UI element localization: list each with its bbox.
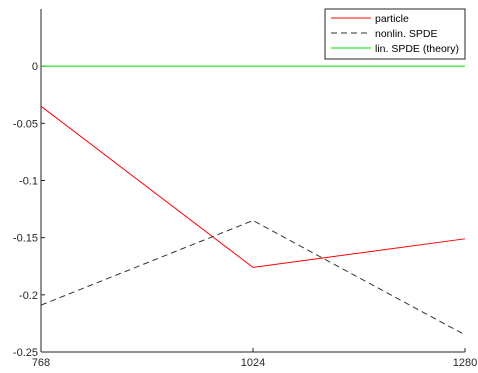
x-tick-label: 1024 (241, 357, 265, 369)
y-tick-label: -0.15 (13, 233, 38, 245)
legend-box (324, 8, 466, 60)
y-tick-label: -0.2 (19, 290, 38, 302)
legend-label-2: nonlin. SPDE (375, 28, 437, 40)
y-tick-label: -0.25 (13, 347, 38, 359)
series-line-2 (40, 219, 466, 336)
series-line-1 (40, 105, 466, 268)
legend-label-3: lin. SPDE (theory) (375, 43, 459, 55)
legend-label-1: particle (375, 13, 409, 25)
series-layer (40, 65, 466, 336)
y-tick-label: -0.05 (13, 118, 38, 130)
legend: particle nonlin. SPDE lin. SPDE (theory) (324, 8, 466, 60)
y-tick-label: 0 (32, 61, 38, 73)
y-tick-label: -0.1 (19, 176, 38, 188)
x-tick-label: 1280 (453, 357, 477, 369)
x-tick-label: 768 (32, 357, 50, 369)
